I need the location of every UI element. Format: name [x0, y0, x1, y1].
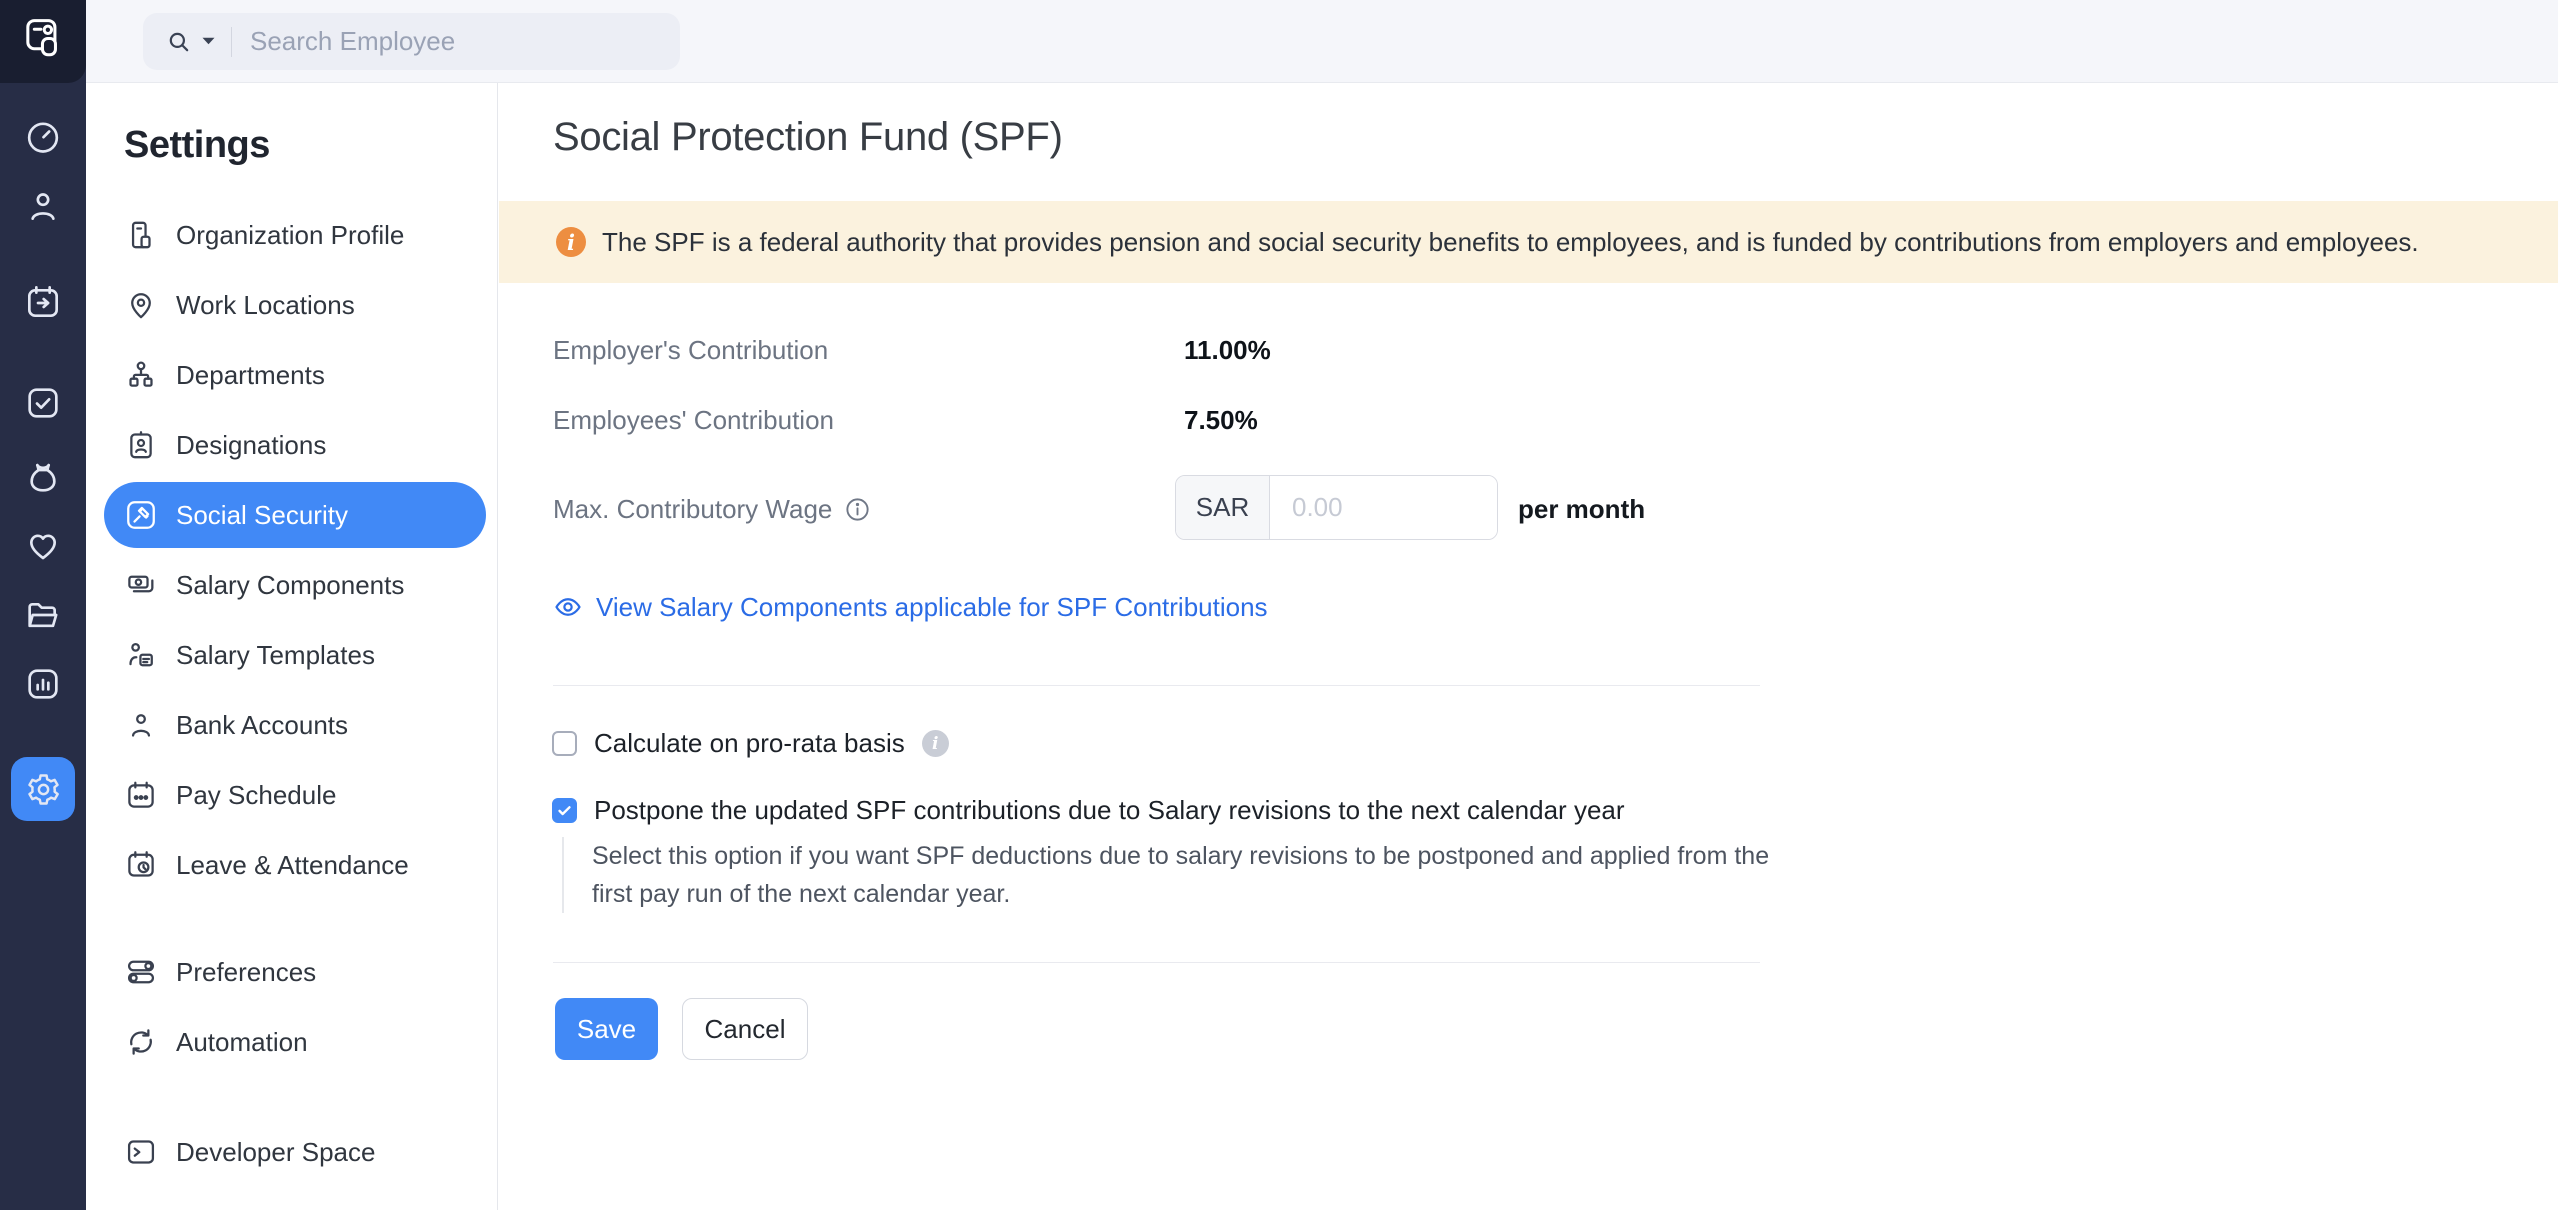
info-icon: i — [556, 227, 586, 257]
sidebar-item-work-locations[interactable]: Work Locations — [104, 272, 486, 338]
sidebar-item-leave-attendance[interactable]: Leave & Attendance — [104, 832, 486, 898]
sidebar-item-label: Work Locations — [176, 289, 355, 320]
map-pin-icon — [124, 288, 158, 322]
rail-folder-icon[interactable] — [23, 595, 63, 635]
save-button[interactable]: Save — [555, 998, 658, 1060]
search-scope-button[interactable] — [165, 28, 215, 56]
per-month-label: per month — [1518, 494, 1646, 524]
cancel-button[interactable]: Cancel — [682, 998, 808, 1060]
primary-sidebar — [0, 0, 86, 1210]
sync-icon — [124, 1025, 158, 1059]
employee-contribution-value: 7.50% — [1184, 405, 1258, 435]
postpone-row: Postpone the updated SPF contributions d… — [552, 795, 1625, 826]
sidebar-item-label: Preferences — [176, 956, 317, 987]
rail-timer-icon[interactable] — [23, 117, 63, 157]
settings-menu-group-1: Organization Profile Work Locations Depart… — [104, 202, 486, 898]
calendar-clock-icon — [124, 848, 158, 882]
org-chart-icon — [124, 358, 158, 392]
rail-heart-icon[interactable] — [23, 525, 63, 565]
currency-prefix: SAR — [1176, 476, 1270, 539]
user-doc-icon — [124, 638, 158, 672]
settings-menu-group-3: Developer Space — [104, 1119, 486, 1185]
bank-user-icon — [124, 708, 158, 742]
divider — [553, 685, 1760, 686]
employer-contribution-label: Employer's Contribution — [553, 335, 829, 365]
terminal-icon — [124, 1135, 158, 1169]
settings-title: Settings — [124, 124, 270, 166]
sidebar-item-salary-templates[interactable]: Salary Templates — [104, 622, 486, 688]
sidebar-item-label: Developer Space — [176, 1136, 376, 1167]
info-solid-icon[interactable]: i — [921, 730, 949, 757]
max-contributory-wage-label: Max. Contributory Wage — [553, 493, 871, 525]
building-icon — [124, 218, 158, 252]
sidebar-item-preferences[interactable]: Preferences — [104, 939, 486, 1005]
search-input[interactable] — [248, 25, 662, 58]
sidebar-item-label: Departments — [176, 359, 325, 390]
sidebar-item-label: Social Security — [176, 499, 348, 530]
id-card-icon — [124, 428, 158, 462]
max-wage-input-group: SAR — [1175, 475, 1498, 540]
rail-user-icon[interactable] — [23, 186, 63, 226]
rail-gear-icon[interactable] — [11, 757, 75, 821]
sidebar-item-label: Leave & Attendance — [176, 849, 409, 880]
employee-contribution-label: Employees' Contribution — [553, 405, 834, 435]
sidebar-item-pay-schedule[interactable]: Pay Schedule — [104, 762, 486, 828]
sidebar-item-salary-components[interactable]: Salary Components — [104, 552, 486, 618]
sidebar-item-designations[interactable]: Designations — [104, 412, 486, 478]
rail-chart-icon[interactable] — [23, 664, 63, 704]
postpone-checkbox[interactable] — [552, 798, 577, 823]
main-content: Social Protection Fund (SPF) i The SPF i… — [499, 83, 2558, 1210]
rail-money-bag-icon[interactable] — [23, 458, 63, 498]
prorata-checkbox[interactable] — [552, 731, 577, 756]
search-divider — [231, 26, 232, 57]
sidebar-item-label: Automation — [176, 1026, 308, 1057]
rail-task-check-icon[interactable] — [23, 383, 63, 423]
sidebar-item-label: Salary Components — [176, 569, 405, 600]
form-actions: Save Cancel — [555, 998, 808, 1060]
sidebar-item-automation[interactable]: Automation — [104, 1009, 486, 1075]
sidebar-item-label: Salary Templates — [176, 639, 375, 670]
sidebar-item-social-security[interactable]: Social Security — [104, 482, 486, 548]
chevron-down-icon — [202, 37, 215, 46]
topbar — [86, 0, 2558, 83]
rail-calendar-arrow-icon[interactable] — [23, 282, 63, 322]
employee-search[interactable] — [143, 13, 680, 70]
settings-menu-group-2: Preferences Automation — [104, 939, 486, 1075]
postpone-description: Select this option if you want SPF deduc… — [562, 837, 1772, 913]
prorata-row: Calculate on pro-rata basis i — [552, 728, 949, 759]
prorata-label[interactable]: Calculate on pro-rata basis — [594, 728, 905, 758]
app-logo[interactable] — [0, 0, 86, 83]
sidebar-item-organization-profile[interactable]: Organization Profile — [104, 202, 486, 268]
info-banner: i The SPF is a federal authority that pr… — [499, 201, 2558, 283]
employer-contribution-value: 11.00% — [1184, 335, 1271, 365]
sidebar-item-developer-space[interactable]: Developer Space — [104, 1119, 486, 1185]
sidebar-item-label: Designations — [176, 429, 327, 460]
max-wage-input[interactable] — [1270, 476, 1497, 539]
link-label: View Salary Components applicable for SP… — [596, 592, 1268, 622]
eye-icon — [553, 592, 583, 622]
sidebar-item-departments[interactable]: Departments — [104, 342, 486, 408]
page-title: Social Protection Fund (SPF) — [553, 115, 1063, 159]
gavel-icon — [124, 498, 158, 532]
sidebar-item-label: Pay Schedule — [176, 779, 337, 810]
info-banner-text: The SPF is a federal authority that prov… — [602, 226, 2419, 257]
postpone-label[interactable]: Postpone the updated SPF contributions d… — [594, 795, 1625, 825]
search-icon — [165, 28, 193, 56]
settings-sidebar: Settings Organization Profile Work Locati… — [86, 83, 498, 1210]
view-salary-components-link[interactable]: View Salary Components applicable for SP… — [553, 591, 1268, 623]
toggles-icon — [124, 955, 158, 989]
sidebar-item-label: Bank Accounts — [176, 709, 348, 740]
calendar-dots-icon — [124, 778, 158, 812]
banknotes-icon — [124, 568, 158, 602]
sidebar-item-label: Organization Profile — [176, 219, 405, 250]
info-outline-icon[interactable] — [844, 496, 871, 523]
payroll-logo-icon — [17, 13, 69, 70]
divider — [553, 962, 1760, 963]
sidebar-item-bank-accounts[interactable]: Bank Accounts — [104, 692, 486, 758]
